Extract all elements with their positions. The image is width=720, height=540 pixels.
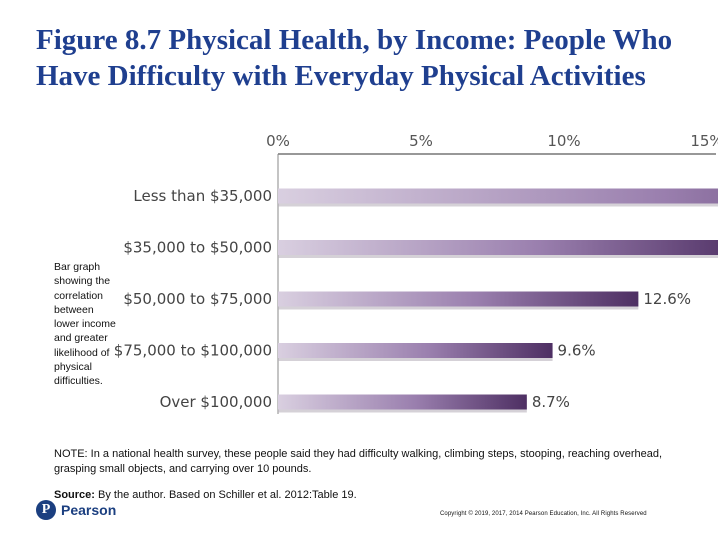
category-label: $35,000 to $50,000 [123, 239, 272, 257]
bar [278, 291, 639, 307]
x-tick-label: 5% [409, 132, 433, 150]
source-text: By the author. Based on Schiller et al. … [98, 489, 357, 501]
figure-title: Figure 8.7 Physical Health, by Income: P… [36, 24, 673, 92]
x-tick-label: 0% [266, 132, 290, 150]
value-label: 8.7% [532, 393, 570, 411]
x-tick-label: 15% [690, 132, 718, 150]
source-line: Source: By the author. Based on Schiller… [54, 489, 357, 501]
value-label: 9.6% [558, 342, 596, 360]
bar [278, 240, 718, 255]
category-label: Over $100,000 [160, 393, 272, 411]
source-label: Source: [54, 489, 95, 501]
pearson-wordmark: Pearson [61, 502, 117, 518]
pearson-logo-icon: P [36, 500, 56, 520]
bar [278, 343, 553, 358]
bar [278, 188, 718, 204]
category-label: $50,000 to $75,000 [123, 290, 272, 308]
category-label: Less than $35,000 [133, 187, 272, 205]
category-label: $75,000 to $100,000 [114, 342, 272, 360]
x-tick-label: 10% [547, 132, 580, 150]
copyright-text: Copyright © 2019, 2017, 2014 Pearson Edu… [440, 511, 647, 517]
note-text: NOTE: In a national health survey, these… [54, 448, 663, 475]
bar [278, 394, 527, 410]
alt-text-description: Bar graph showing the correlation betwee… [54, 261, 116, 388]
bar-chart: 0%5%10%15%20%25%Less than $35,00024.5%$3… [114, 132, 718, 414]
value-label: 12.6% [643, 290, 691, 308]
pearson-logo: P Pearson [36, 500, 116, 520]
